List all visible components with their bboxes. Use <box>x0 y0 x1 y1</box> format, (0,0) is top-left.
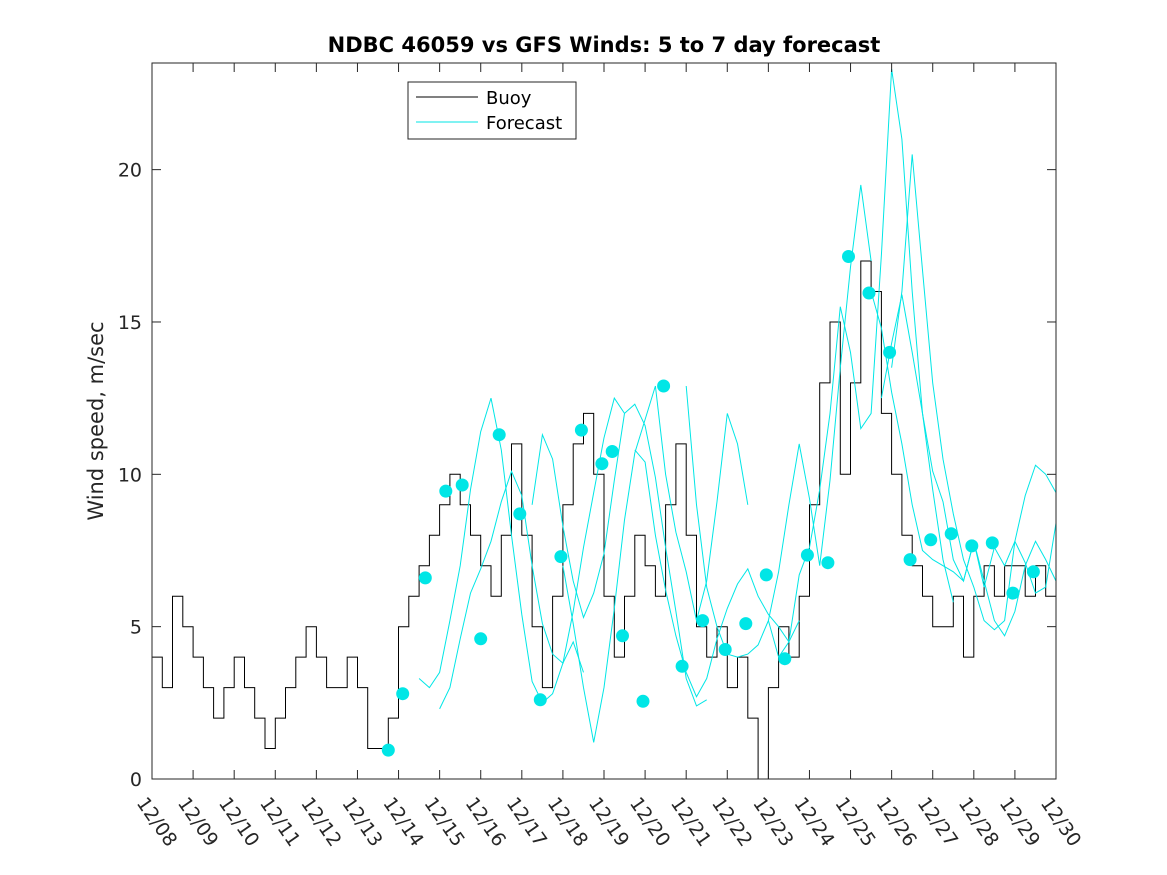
forecast-marker-30 <box>965 539 979 553</box>
forecast-series-line-8 <box>891 154 1057 631</box>
y-tick-label-2: 10 <box>118 464 142 486</box>
forecast-marker-0 <box>381 743 395 757</box>
legend-label-forecast: Forecast <box>486 113 562 134</box>
forecast-series-line-0 <box>418 397 584 704</box>
forecast-marker-11 <box>595 457 609 471</box>
forecast-marker-16 <box>675 659 689 673</box>
forecast-marker-9 <box>554 550 568 564</box>
forecast-marker-3 <box>439 484 453 498</box>
forecast-marker-12 <box>605 445 619 458</box>
forecast-marker-18 <box>718 643 732 656</box>
forecast-marker-layer <box>381 250 1040 757</box>
y-tick-label-1: 5 <box>130 617 142 639</box>
legend: Buoy Forecast <box>407 81 577 140</box>
forecast-series-layer <box>418 69 1057 743</box>
y-axis-label: Wind speed, m/sec <box>84 321 108 520</box>
forecast-marker-10 <box>574 423 588 437</box>
legend-label-buoy: Buoy <box>486 88 532 109</box>
forecast-marker-4 <box>455 478 469 492</box>
forecast-marker-25 <box>862 286 876 300</box>
forecast-marker-8 <box>533 693 547 707</box>
forecast-marker-27 <box>903 553 917 567</box>
forecast-series-line-4 <box>634 449 800 698</box>
forecast-marker-23 <box>821 556 835 570</box>
forecast-series-line-1 <box>439 396 625 710</box>
forecast-marker-6 <box>492 428 506 442</box>
forecast-marker-5 <box>474 632 488 646</box>
forecast-marker-29 <box>944 527 958 541</box>
forecast-series-line-5 <box>685 184 872 658</box>
buoy-series-layer <box>152 260 1057 780</box>
forecast-marker-24 <box>842 250 855 263</box>
forecast-marker-33 <box>1026 565 1040 579</box>
y-tick-label-0: 0 <box>130 769 142 791</box>
forecast-series-line-9 <box>880 294 1057 594</box>
forecast-marker-22 <box>800 548 814 562</box>
forecast-series-line-2 <box>531 403 707 707</box>
forecast-marker-28 <box>924 533 938 547</box>
forecast-marker-13 <box>616 629 629 643</box>
forecast-marker-17 <box>696 614 710 628</box>
forecast-marker-21 <box>778 652 792 666</box>
buoy-series-line <box>152 260 1057 780</box>
legend-box <box>407 81 577 140</box>
forecast-marker-15 <box>657 379 671 393</box>
y-tick-label-4: 20 <box>118 160 142 182</box>
forecast-marker-14 <box>636 694 650 708</box>
forecast-marker-1 <box>396 687 410 701</box>
forecast-marker-26 <box>883 345 897 359</box>
chart-title: NDBC 46059 vs GFS Winds: 5 to 7 day fore… <box>328 33 881 57</box>
forecast-marker-19 <box>739 617 753 631</box>
forecast-marker-20 <box>759 568 773 582</box>
forecast-marker-2 <box>418 571 432 585</box>
y-tick-label-3: 15 <box>118 312 142 334</box>
forecast-series-line-3 <box>562 385 749 743</box>
plot-area <box>152 63 1056 779</box>
forecast-marker-7 <box>513 507 527 521</box>
y-axis: 0 5 10 15 20 <box>118 160 1056 791</box>
forecast-marker-31 <box>985 536 999 550</box>
forecast-marker-32 <box>1006 586 1020 600</box>
